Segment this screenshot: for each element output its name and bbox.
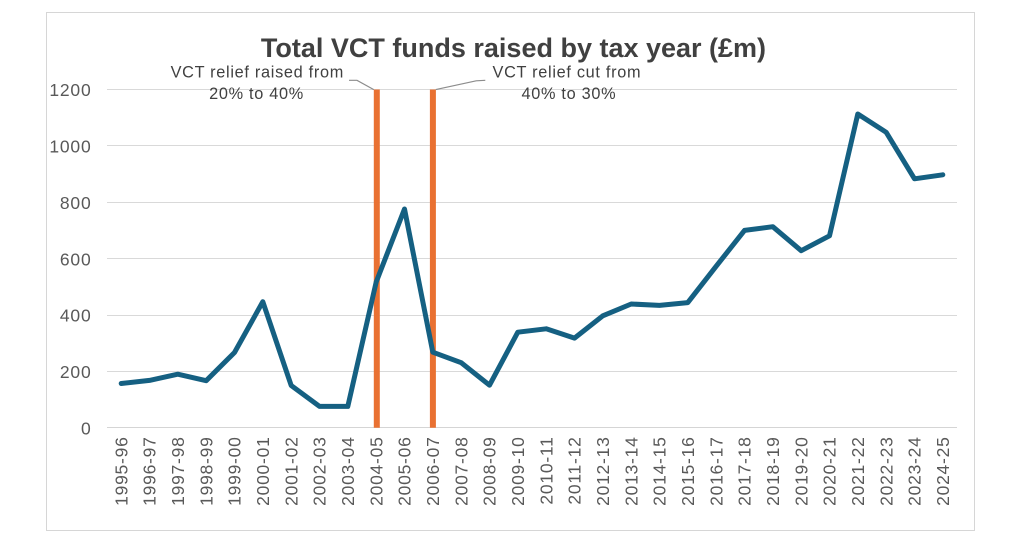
- svg-text:0: 0: [81, 419, 92, 439]
- svg-text:2000-01: 2000-01: [253, 436, 273, 505]
- svg-text:2014-15: 2014-15: [650, 436, 670, 505]
- svg-text:2003-04: 2003-04: [338, 436, 358, 505]
- svg-text:1996-97: 1996-97: [140, 436, 160, 505]
- svg-text:Total VCT funds raised by tax: Total VCT funds raised by tax year (£m): [261, 33, 766, 63]
- svg-text:2011-12: 2011-12: [565, 436, 585, 504]
- svg-text:400: 400: [60, 306, 92, 326]
- svg-text:2007-08: 2007-08: [451, 436, 471, 505]
- svg-text:600: 600: [60, 249, 92, 269]
- svg-text:1995-96: 1995-96: [111, 436, 131, 505]
- svg-text:20% to 40%: 20% to 40%: [209, 85, 304, 103]
- svg-text:2010-11: 2010-11: [536, 436, 556, 504]
- svg-text:1998-99: 1998-99: [196, 436, 216, 505]
- svg-text:2021-22: 2021-22: [848, 436, 868, 505]
- svg-text:2001-02: 2001-02: [281, 436, 301, 505]
- svg-text:2022-23: 2022-23: [876, 436, 896, 505]
- svg-text:1200: 1200: [49, 80, 91, 100]
- svg-text:2012-13: 2012-13: [593, 436, 613, 505]
- svg-text:2004-05: 2004-05: [366, 436, 386, 505]
- svg-text:VCT relief cut from: VCT relief cut from: [493, 64, 642, 82]
- svg-text:2009-10: 2009-10: [508, 436, 528, 505]
- svg-text:2005-06: 2005-06: [395, 436, 415, 505]
- svg-text:2015-16: 2015-16: [678, 436, 698, 505]
- svg-text:1997-98: 1997-98: [168, 436, 188, 505]
- svg-text:2008-09: 2008-09: [480, 436, 500, 505]
- svg-text:2024-25: 2024-25: [933, 436, 953, 505]
- svg-text:40% to 30%: 40% to 30%: [521, 85, 616, 103]
- svg-text:2006-07: 2006-07: [423, 436, 443, 505]
- svg-text:2002-03: 2002-03: [310, 436, 330, 505]
- svg-text:1999-00: 1999-00: [225, 436, 245, 505]
- svg-text:2017-18: 2017-18: [735, 436, 755, 505]
- svg-text:200: 200: [60, 362, 92, 382]
- svg-text:2013-14: 2013-14: [621, 436, 641, 505]
- svg-text:2016-17: 2016-17: [706, 436, 726, 505]
- svg-text:2018-19: 2018-19: [763, 436, 783, 505]
- svg-text:2020-21: 2020-21: [820, 436, 840, 505]
- svg-text:VCT relief raised from: VCT relief raised from: [171, 64, 344, 82]
- svg-text:1000: 1000: [49, 137, 91, 157]
- svg-text:2023-24: 2023-24: [905, 436, 925, 505]
- svg-text:800: 800: [60, 193, 92, 213]
- svg-text:2019-20: 2019-20: [791, 436, 811, 505]
